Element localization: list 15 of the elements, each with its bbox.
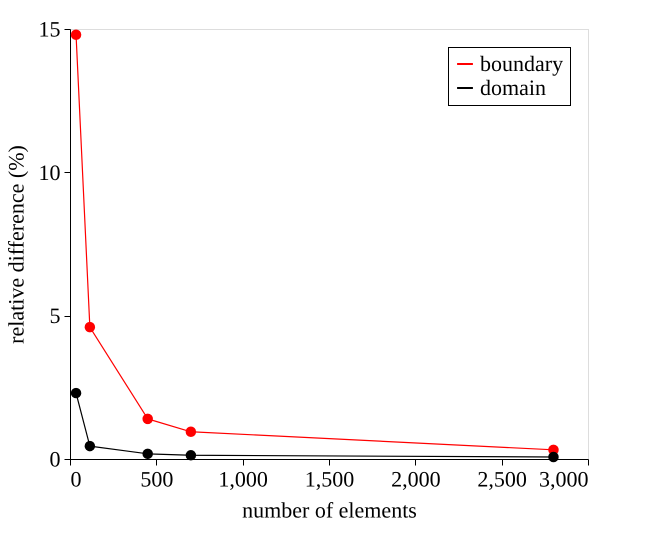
- y-tick-label: 5: [50, 303, 60, 328]
- y-tick-label: 10: [38, 160, 60, 185]
- x-tick-label: 2,000: [391, 466, 441, 492]
- x-axis-title: number of elements: [242, 498, 417, 522]
- x-tick-label: 1,000: [218, 466, 268, 492]
- y-tick-label: 15: [38, 16, 60, 42]
- x-tick-label: 1,500: [304, 466, 354, 492]
- y-axis-title: relative difference (%): [4, 145, 28, 344]
- legend-label: boundary: [480, 51, 564, 76]
- legend-label: domain: [480, 75, 546, 100]
- x-tick-label: 500: [140, 466, 174, 492]
- x-tick-label: 2,500: [477, 466, 527, 492]
- y-tick-label: 0: [50, 446, 60, 472]
- x-tick-label: 3,000: [539, 466, 588, 492]
- x-tick-label: 0: [70, 466, 82, 492]
